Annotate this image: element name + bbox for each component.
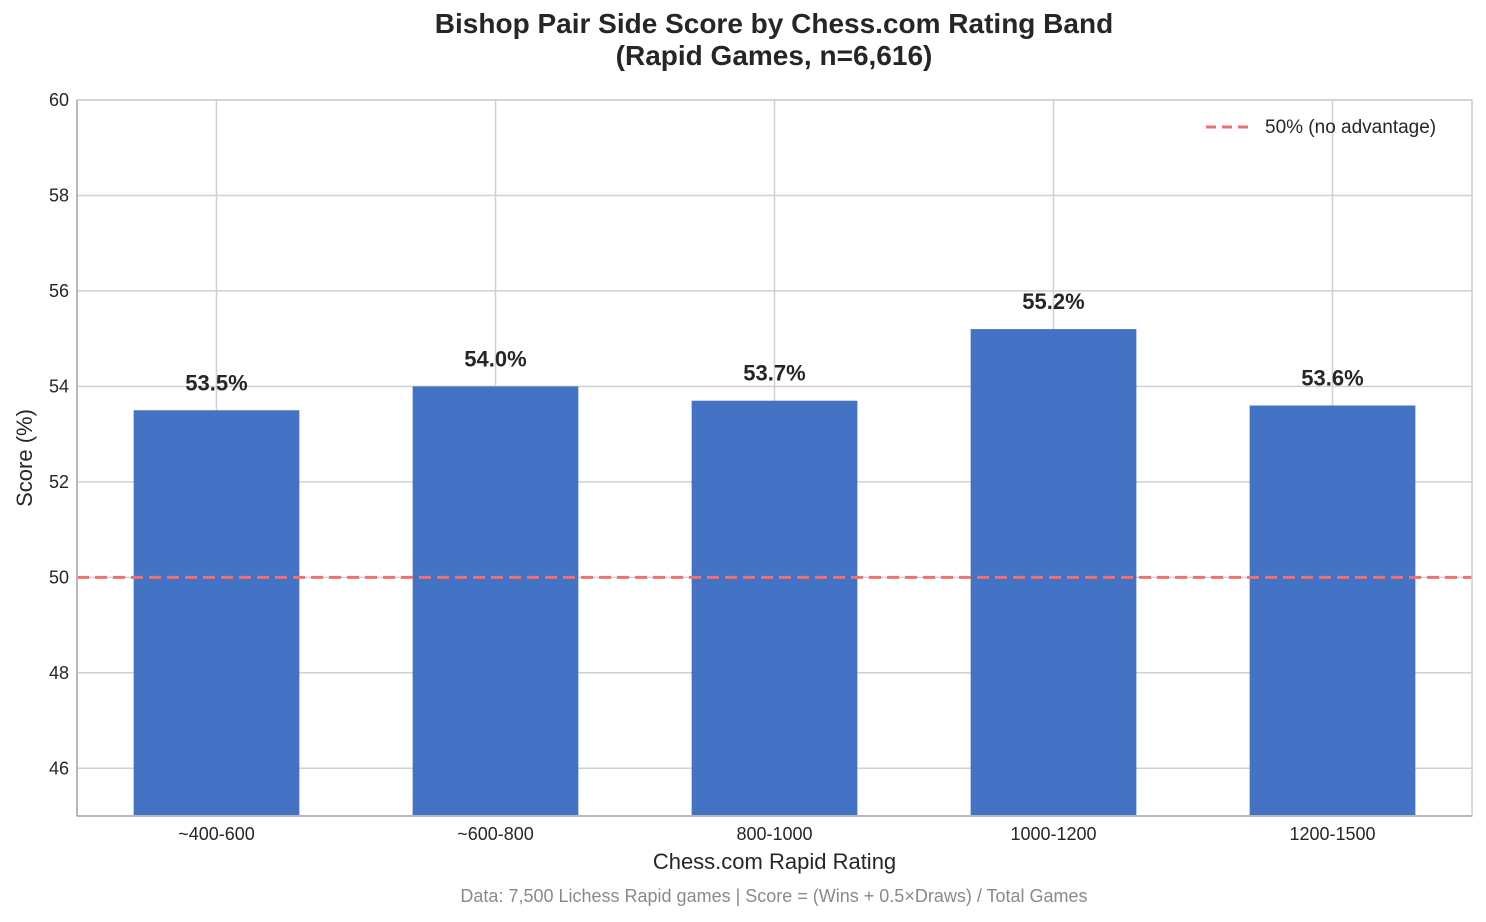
x-tick-label: 800-1000 (736, 824, 812, 844)
chart-title-line-1: Bishop Pair Side Score by Chess.com Rati… (434, 8, 1114, 39)
bar (1249, 405, 1416, 816)
y-tick-label: 52 (49, 472, 69, 492)
labels: 46 48 50 52 54 56 58 60 53.5% ~400-600 54.0% ~600-8… (12, 90, 1376, 874)
bar (133, 410, 300, 816)
y-tick-label: 46 (49, 758, 69, 778)
value-label: 53.7% (743, 361, 805, 386)
bars (133, 329, 1416, 816)
x-axis-label: Chess.com Rapid Rating (653, 849, 896, 874)
value-label: 53.5% (185, 370, 247, 395)
footnote: Data: 7,500 Lichess Rapid games | Score … (460, 886, 1088, 906)
y-axis-label: Score (%) (12, 409, 37, 507)
x-tick-label: 1000-1200 (1010, 824, 1096, 844)
y-tick-label: 56 (49, 281, 69, 301)
y-tick-label: 50 (49, 567, 69, 587)
axes (76, 99, 1473, 817)
legend: 50% (no advantage) (1206, 117, 1436, 138)
x-tick-label: ~600-800 (457, 824, 534, 844)
y-tick-label: 48 (49, 663, 69, 683)
legend-label: 50% (no advantage) (1265, 117, 1436, 138)
x-tick-label: ~400-600 (178, 824, 255, 844)
chart-title: Bishop Pair Side Score by Chess.com Rati… (0, 8, 1486, 72)
chart-title-line-2: (Rapid Games, n=6,616) (615, 40, 933, 71)
bar (691, 400, 858, 816)
bar (412, 386, 579, 816)
value-label: 54.0% (464, 346, 526, 371)
bar (970, 329, 1137, 816)
value-label: 53.6% (1301, 365, 1363, 390)
value-label: 55.2% (1022, 289, 1084, 314)
y-tick-label: 58 (49, 185, 69, 205)
y-tick-label: 54 (49, 376, 69, 396)
y-tick-label: 60 (49, 90, 69, 110)
x-tick-label: 1200-1500 (1289, 824, 1375, 844)
